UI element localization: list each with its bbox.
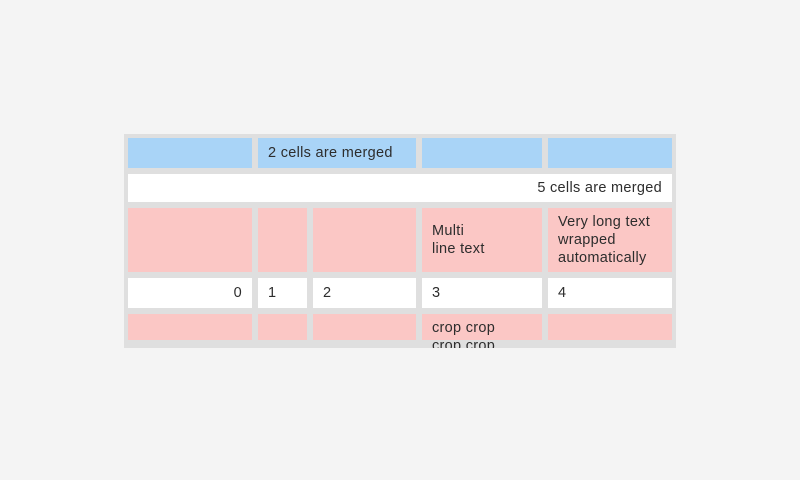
table-cell-multiline[interactable]: Multi line text [422, 208, 542, 272]
table-cell[interactable] [313, 314, 416, 340]
table-cell[interactable] [422, 138, 542, 168]
table-cell[interactable] [313, 208, 416, 272]
table-cell[interactable] [548, 138, 672, 168]
table-cell-wrapped[interactable]: Very long text wrapped automatically [548, 208, 672, 272]
table-cell[interactable] [128, 314, 252, 340]
table-cell-merged-5[interactable]: 5 cells are merged [128, 174, 672, 202]
table-cell-cropped-text[interactable]: crop crop crop crop [422, 314, 542, 348]
table-cell[interactable]: 4 [548, 278, 672, 308]
table-cell[interactable]: 2 [313, 278, 416, 308]
table-widget[interactable]: 2 cells are merged 5 cells are merged Mu… [124, 134, 676, 348]
table-cell[interactable] [128, 138, 252, 168]
table-cell[interactable]: 3 [422, 278, 542, 308]
table-cell-merged-2[interactable]: 2 cells are merged [258, 138, 416, 168]
table-cell[interactable]: 0 [128, 278, 252, 308]
table-grid: 2 cells are merged 5 cells are merged Mu… [128, 138, 672, 348]
table-cell[interactable] [128, 208, 252, 272]
table-cell[interactable] [548, 314, 672, 340]
table-cell[interactable] [258, 314, 307, 340]
table-cell[interactable]: 1 [258, 278, 307, 308]
table-cell[interactable] [258, 208, 307, 272]
